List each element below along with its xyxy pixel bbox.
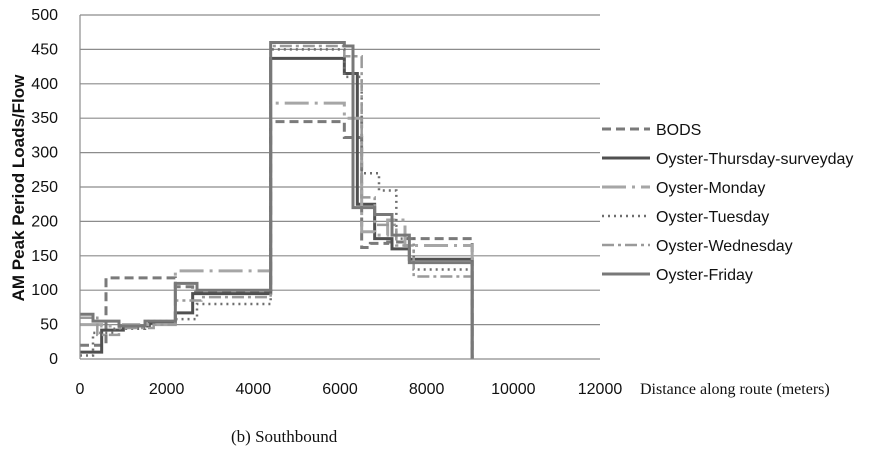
legend-label-6: Oyster-Friday [656,267,753,284]
y-tick-label-50: 50 [40,317,58,334]
x-tick-label-0: 0 [76,381,85,398]
y-tick-label-150: 150 [31,248,58,265]
legend-label-1: BODS [656,122,701,139]
series-line-4 [80,48,474,359]
series-line-5 [80,44,474,359]
x-tick-label-6000: 6000 [322,381,358,398]
y-tick-label-0: 0 [49,351,58,368]
y-tick-label-500: 500 [31,7,58,24]
legend-label-5: Oyster-Wednesday [656,238,793,255]
series-line-3 [80,101,474,359]
x-tick-label-2000: 2000 [149,381,185,398]
y-tick-label-200: 200 [31,213,58,230]
y-tick-labels: 0 50 100 150 200 250 300 350 400 450 500 [31,7,58,368]
series-line-6 [80,41,474,359]
series-line-1 [80,120,474,359]
y-tick-label-100: 100 [31,282,58,299]
legend-label-3: Oyster-Monday [656,180,765,197]
legend-label-4: Oyster-Tuesday [656,209,769,226]
y-axis-label: AM Peak Period Loads/Flow [9,74,28,301]
x-tick-labels: 0 2000 4000 6000 8000 10000 12000 [76,381,623,398]
axes [79,15,600,360]
x-tick-label-4000: 4000 [236,381,272,398]
gridlines [80,14,600,326]
y-tick-label-350: 350 [31,110,58,127]
y-tick-label-300: 300 [31,145,58,162]
x-tick-label-8000: 8000 [409,381,445,398]
y-tick-label-400: 400 [31,76,58,93]
legend-label-2: Oyster-Thursday-surveyday [656,151,853,168]
x-tick-label-12000: 12000 [578,381,623,398]
legend: BODS Oyster-Thursday-surveyday Oyster-Mond… [602,122,853,284]
series-lines [80,41,474,359]
figure-caption: (b) Southbound [231,427,338,446]
x-tick-label-10000: 10000 [491,381,536,398]
x-axis-label: Distance along route (meters) [640,381,830,398]
y-tick-label-450: 450 [31,41,58,58]
y-tick-label-250: 250 [31,179,58,196]
